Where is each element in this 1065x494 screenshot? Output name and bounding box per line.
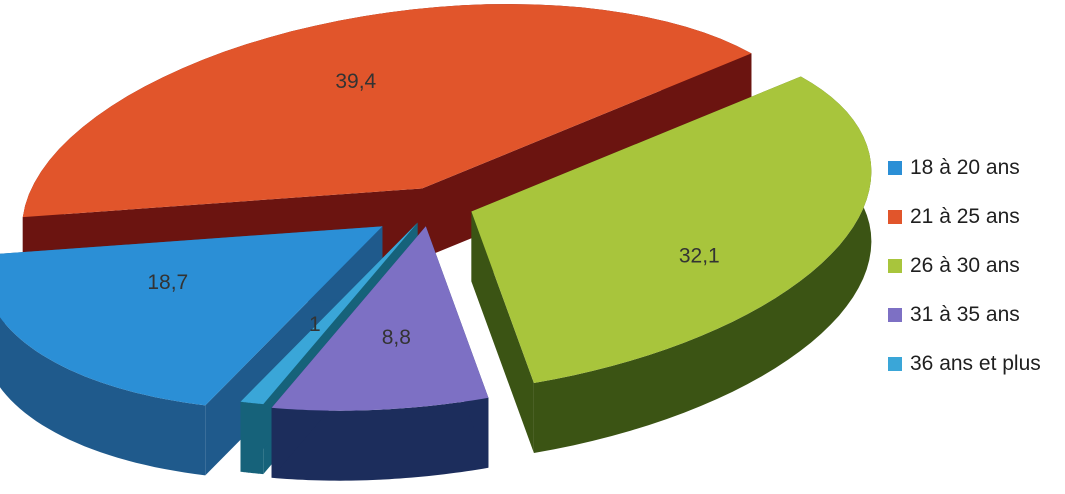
legend-label: 18 à 20 ans xyxy=(910,155,1020,179)
legend-item: 36 ans et plus xyxy=(888,339,1041,388)
legend-swatch xyxy=(888,160,902,175)
legend-item: 18 à 20 ans xyxy=(888,143,1041,192)
legend-item: 31 à 35 ans xyxy=(888,290,1041,339)
legend-swatch xyxy=(888,258,902,273)
data-label: 39,4 xyxy=(335,70,376,93)
data-label: 32,1 xyxy=(679,245,720,268)
legend-swatch xyxy=(888,209,902,224)
data-label: 8,8 xyxy=(382,326,411,349)
data-label: 1 xyxy=(309,313,321,336)
slice-top xyxy=(271,226,489,411)
legend-label: 26 à 30 ans xyxy=(910,253,1020,277)
slice-top xyxy=(240,222,418,405)
legend-label: 31 à 35 ans xyxy=(910,302,1020,326)
slice-side xyxy=(271,397,489,481)
legend-swatch xyxy=(888,307,902,322)
legend-swatch xyxy=(888,356,902,371)
slice-26-30 xyxy=(471,76,872,453)
legend-label: 36 ans et plus xyxy=(910,351,1041,375)
slice-side xyxy=(0,317,206,476)
slice-cut-face xyxy=(471,211,534,453)
data-label: 18,7 xyxy=(147,271,188,294)
slice-side xyxy=(533,76,872,453)
slice-top xyxy=(0,226,383,406)
legend-label: 21 à 25 ans xyxy=(910,204,1020,228)
slice-31-35 xyxy=(271,226,489,481)
slice-top xyxy=(22,4,752,218)
legend-item: 26 à 30 ans xyxy=(888,241,1041,290)
legend: 18 à 20 ans 21 à 25 ans 26 à 30 ans 31 à… xyxy=(888,143,1041,388)
legend-item: 21 à 25 ans xyxy=(888,192,1041,241)
slice-top xyxy=(471,76,872,383)
